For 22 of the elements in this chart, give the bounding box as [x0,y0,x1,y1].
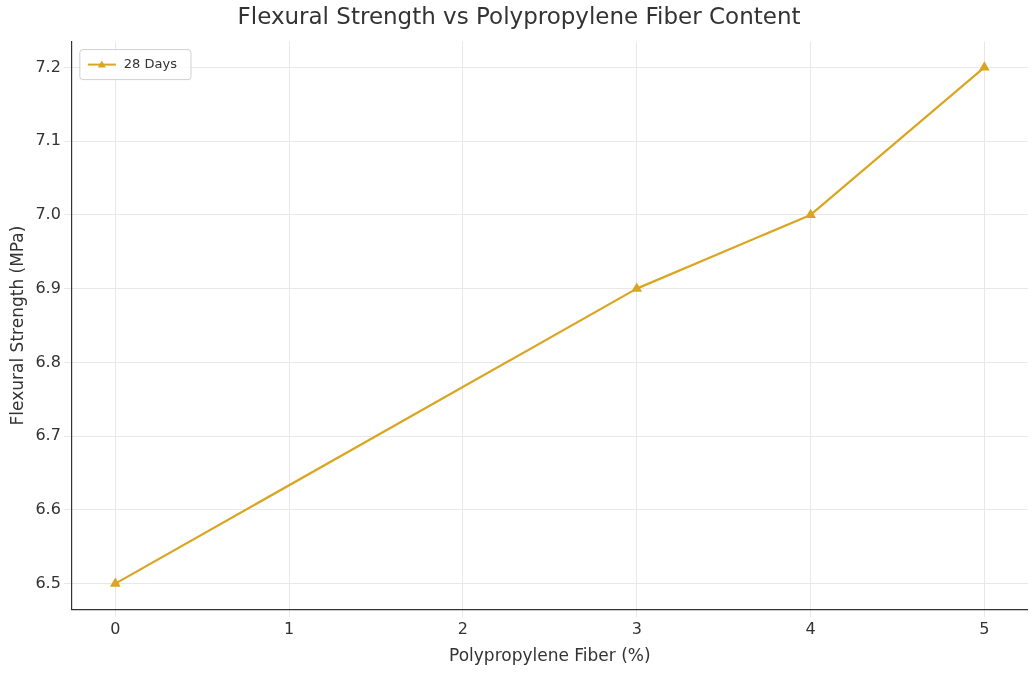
y-tick-label: 6.8 [35,351,61,371]
x-axis-title: Polypropylene Fiber (%) [449,645,651,666]
y-tick-label: 7.2 [35,56,61,76]
x-tick-label: 2 [457,619,469,639]
y-tick-label: 6.7 [35,425,61,445]
chart-title: Flexural Strength vs Polypropylene Fiber Content [237,2,801,29]
x-tick-label: 3 [631,619,642,639]
x-tick-label: 5 [979,619,990,639]
y-tick-label: 6.5 [35,572,61,592]
x-tick-label: 1 [284,619,295,639]
point [805,209,816,218]
y-axis-title: Flexural Strength (MPa) [6,225,27,426]
x-tick-label: 4 [805,619,816,639]
y-tick-label: 6.6 [35,499,61,519]
y-tick-label: 7.1 [35,130,61,150]
x-tick-label: 0 [110,619,121,639]
point [979,62,989,71]
point [632,283,642,292]
legend-label: 28 Days [123,55,178,71]
y-tick-label: 7.0 [35,204,61,224]
point [110,578,120,587]
y-tick-label: 6.9 [35,277,61,297]
